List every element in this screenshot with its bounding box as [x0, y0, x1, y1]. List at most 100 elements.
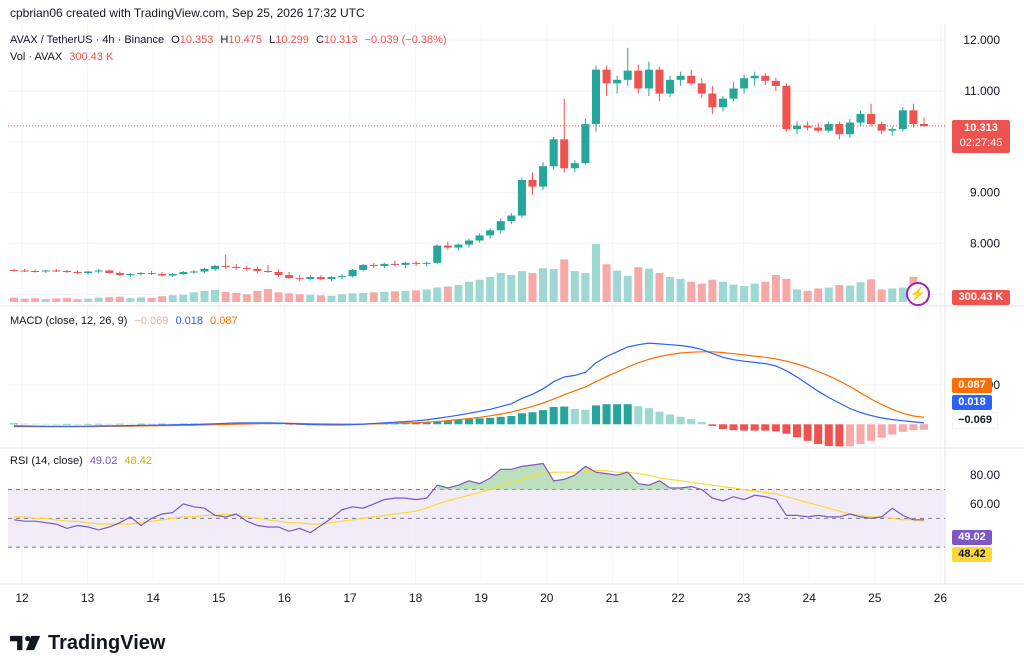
price-tick-label: 8.000 — [970, 237, 1000, 251]
candle — [62, 269, 71, 274]
time-tick-label: 20 — [540, 591, 554, 605]
time-tick-label: 25 — [868, 591, 882, 605]
macd-histogram-bar — [898, 424, 907, 432]
macd-value: 0.018 — [175, 315, 203, 327]
legend-main: AVAX / TetherUS · 4h · Binance O10.353 H… — [10, 34, 451, 46]
candle — [845, 118, 854, 138]
macd-histogram-bar — [454, 419, 463, 425]
candle-body — [295, 278, 304, 280]
low-value: 10.299 — [275, 34, 309, 46]
volume-bar — [31, 298, 40, 302]
volume-label[interactable]: Vol · AVAX — [10, 51, 63, 63]
candle — [560, 98, 569, 173]
macd-histogram-bar — [581, 409, 590, 425]
volume-bar — [761, 281, 770, 302]
macd-histogram-bar — [909, 424, 918, 431]
volume-bar — [655, 273, 664, 302]
volume-bar — [888, 288, 897, 302]
volume-bar — [295, 294, 304, 302]
volume-bar — [771, 274, 780, 302]
chart-frame[interactable]: 12 13 14 15 16 17 18 19 20 21 22 23 24 25 26 12.000 11.0… — [0, 24, 1024, 614]
rsi-ma-value: 48.42 — [124, 455, 152, 467]
candle — [253, 266, 262, 274]
macd-histogram-bar — [919, 424, 929, 430]
volume-bar — [517, 271, 526, 302]
candle — [549, 136, 558, 170]
candle — [528, 172, 537, 196]
candle-body — [9, 269, 19, 271]
candle — [856, 110, 865, 127]
volume-bar — [380, 291, 389, 302]
volume-bar — [348, 293, 357, 302]
lightning-icon[interactable]: ⚡ — [906, 282, 930, 306]
candle — [105, 269, 114, 275]
volume-bar — [179, 294, 188, 302]
macd-histogram-bar — [475, 418, 484, 425]
macd-histogram-bar — [570, 408, 579, 425]
volume-bar — [602, 264, 611, 302]
volume-bar — [41, 299, 50, 302]
volume-bar — [158, 296, 167, 302]
candle — [919, 117, 929, 127]
volume-bar — [560, 259, 569, 302]
macd-histogram-bar — [740, 424, 749, 431]
volume-bar — [211, 289, 220, 302]
candle — [898, 107, 907, 132]
candle-body — [803, 125, 812, 128]
volume-bar — [94, 297, 103, 302]
candle-body — [242, 267, 251, 269]
rsi-label[interactable]: RSI (14, close) — [10, 455, 83, 467]
chart-canvas[interactable]: 12 13 14 15 16 17 18 19 20 21 22 23 24 25 26 12.000 11.0… — [0, 24, 1024, 614]
candle-body — [158, 274, 167, 276]
macd-label[interactable]: MACD (close, 12, 26, 9) — [10, 315, 128, 327]
volume-bar — [750, 283, 759, 302]
candle-body — [602, 69, 611, 84]
volume-bar — [549, 269, 558, 302]
high-label: H — [220, 34, 229, 46]
candle — [750, 71, 759, 86]
candle — [644, 61, 653, 97]
volume-bar — [644, 268, 653, 302]
volume-bar — [52, 298, 61, 302]
candle-body — [126, 274, 135, 276]
low-label: L — [269, 34, 276, 46]
volume-bar — [306, 294, 315, 302]
candle-body — [52, 270, 61, 272]
macd-histogram-bar — [761, 424, 770, 431]
candle-body — [634, 70, 643, 89]
time-tick-label: 16 — [278, 591, 292, 605]
volume-bar — [570, 271, 579, 302]
volume-bar — [200, 290, 209, 302]
volume-badge: 300.43 K — [952, 290, 1010, 305]
candle — [475, 233, 484, 243]
candle-body — [232, 266, 241, 268]
macd-signal-value: 0.087 — [210, 315, 238, 327]
volume-bar — [623, 275, 632, 302]
candle — [697, 78, 706, 99]
macd-hist-badge: −0.069 — [952, 412, 998, 429]
rsi-band-fill — [8, 489, 945, 548]
time-tick-label: 24 — [803, 591, 817, 605]
macd-histogram-bar — [687, 419, 696, 425]
candle — [232, 263, 241, 270]
volume-bar — [507, 274, 516, 302]
candle-body — [221, 265, 230, 267]
time-tick-label: 23 — [737, 591, 751, 605]
candle-body — [285, 275, 294, 279]
candle-body — [84, 271, 93, 274]
volume-bar — [136, 297, 145, 302]
candle-body — [401, 262, 410, 265]
macd-histogram-bar — [73, 423, 82, 425]
macd-histogram-bar — [486, 417, 495, 425]
candle-body — [263, 270, 272, 273]
symbol-label[interactable]: AVAX / TetherUS · 4h · Binance — [10, 34, 165, 46]
macd-histogram-bar — [560, 406, 569, 425]
candle-body — [62, 270, 71, 273]
candle — [613, 75, 622, 94]
candle-body — [433, 245, 442, 263]
candle — [602, 65, 611, 97]
macd-histogram-bar — [697, 421, 706, 425]
candle-body — [348, 269, 357, 277]
candle-body — [179, 272, 188, 275]
tradingview-logo[interactable]: TradingView — [10, 630, 165, 656]
